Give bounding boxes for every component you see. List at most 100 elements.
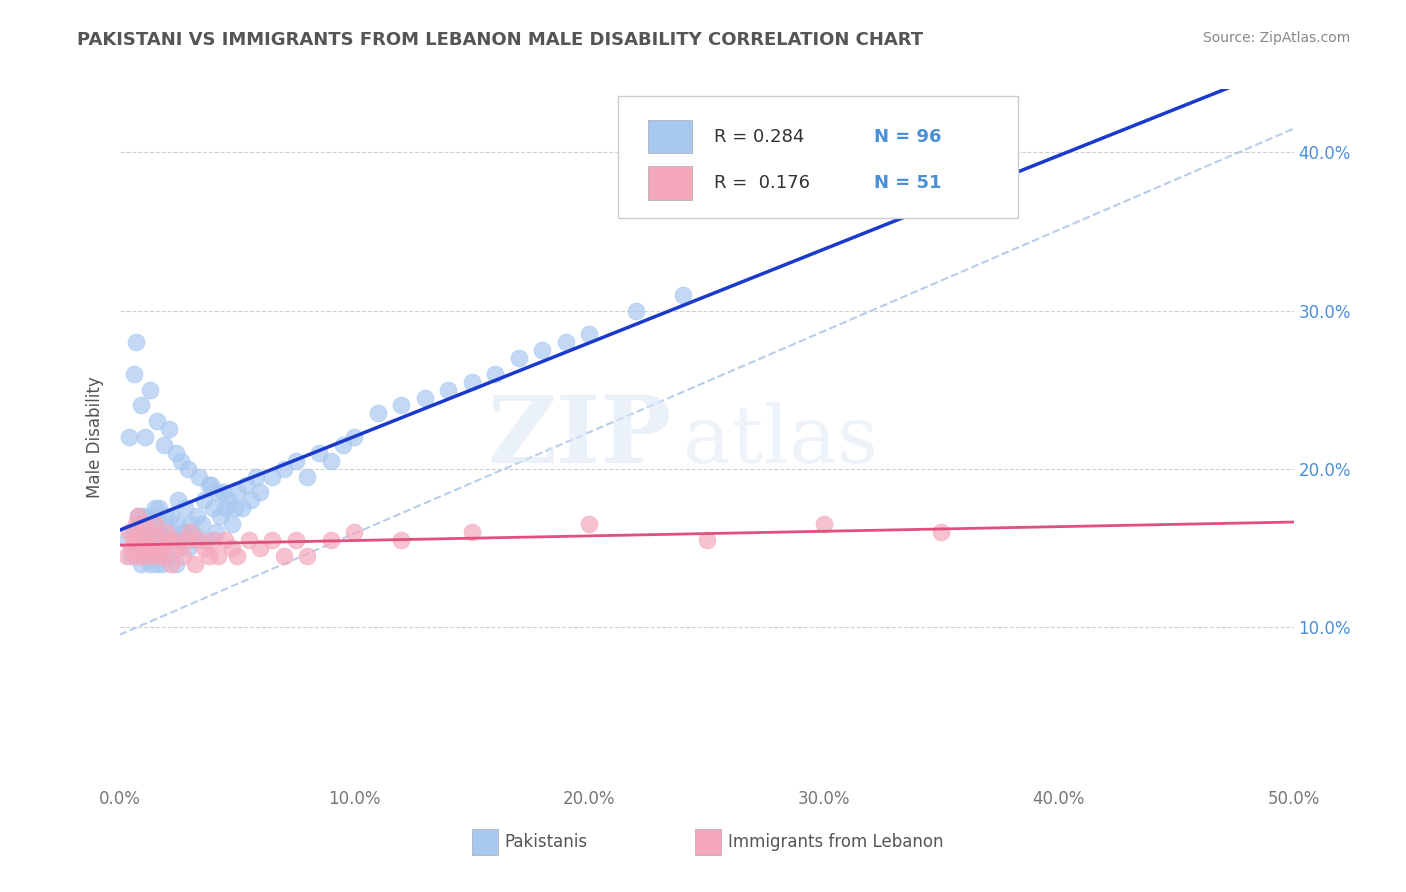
Point (169, 454, 191, 468)
Point (262, 469, 284, 483)
Point (508, 351, 530, 365)
Point (284, 454, 307, 468)
Point (176, 541, 198, 555)
Point (273, 549, 295, 563)
Point (343, 524, 366, 539)
Point (134, 430, 156, 444)
Point (297, 549, 319, 563)
Point (176, 461, 198, 475)
Point (197, 477, 219, 491)
Point (367, 406, 389, 420)
Point (225, 549, 249, 563)
Point (153, 549, 176, 563)
Point (127, 509, 149, 524)
Text: PAKISTANI VS IMMIGRANTS FROM LEBANON MALE DISABILITY CORRELATION CHART: PAKISTANI VS IMMIGRANTS FROM LEBANON MAL… (77, 31, 924, 49)
Point (136, 524, 159, 539)
Point (197, 549, 219, 563)
Point (204, 524, 226, 539)
Point (221, 541, 243, 555)
Point (165, 533, 187, 547)
Point (141, 541, 163, 555)
Point (249, 485, 271, 500)
Point (297, 469, 319, 483)
Point (195, 533, 218, 547)
Point (160, 524, 183, 539)
Point (813, 516, 835, 531)
Point (136, 549, 159, 563)
Point (150, 516, 173, 531)
Point (413, 391, 436, 405)
Point (118, 524, 141, 539)
Point (531, 343, 554, 357)
Point (193, 493, 215, 508)
Point (460, 375, 484, 389)
Point (200, 477, 222, 491)
Point (231, 501, 253, 516)
Point (202, 501, 225, 516)
FancyBboxPatch shape (648, 167, 692, 200)
Point (179, 524, 201, 539)
Point (129, 549, 152, 563)
Point (157, 549, 180, 563)
Point (146, 549, 169, 563)
Point (284, 533, 307, 547)
Point (134, 533, 156, 547)
Point (120, 549, 142, 563)
Point (139, 509, 162, 524)
Text: atlas: atlas (683, 401, 879, 480)
Point (125, 541, 148, 555)
Point (696, 533, 718, 547)
Point (132, 516, 155, 531)
Point (245, 469, 267, 483)
Point (129, 399, 152, 413)
Point (165, 557, 187, 571)
Point (624, 303, 647, 318)
FancyBboxPatch shape (471, 829, 498, 855)
FancyBboxPatch shape (619, 96, 1018, 218)
Point (122, 367, 145, 381)
Point (143, 516, 166, 531)
Point (343, 430, 366, 444)
Point (118, 430, 141, 444)
Point (319, 454, 342, 468)
Point (127, 524, 149, 539)
Point (262, 533, 284, 547)
Point (143, 516, 166, 531)
Point (181, 524, 204, 539)
Point (143, 501, 166, 516)
Point (273, 461, 295, 475)
Point (183, 557, 205, 571)
Point (931, 524, 953, 539)
Point (221, 516, 243, 531)
Text: Source: ZipAtlas.com: Source: ZipAtlas.com (1202, 31, 1350, 45)
Text: R =  0.176: R = 0.176 (714, 174, 810, 192)
Point (127, 533, 149, 547)
Point (122, 533, 145, 547)
Point (672, 287, 695, 301)
Point (188, 533, 211, 547)
Text: N = 96: N = 96 (875, 128, 942, 145)
Point (134, 541, 156, 555)
Point (238, 533, 260, 547)
Point (207, 485, 229, 500)
Point (139, 524, 162, 539)
Point (176, 533, 198, 547)
Point (125, 549, 148, 563)
Point (225, 485, 249, 500)
Text: Immigrants from Lebanon: Immigrants from Lebanon (728, 833, 943, 851)
Point (139, 383, 162, 397)
Point (155, 509, 177, 524)
Point (484, 367, 506, 381)
FancyBboxPatch shape (695, 829, 721, 855)
Point (115, 549, 138, 563)
Point (146, 414, 169, 428)
Point (143, 533, 166, 547)
Point (165, 446, 187, 460)
Point (153, 541, 176, 555)
Point (157, 533, 180, 547)
Point (460, 524, 484, 539)
Point (217, 493, 239, 508)
Point (127, 509, 149, 524)
Point (224, 501, 246, 516)
Point (169, 533, 191, 547)
